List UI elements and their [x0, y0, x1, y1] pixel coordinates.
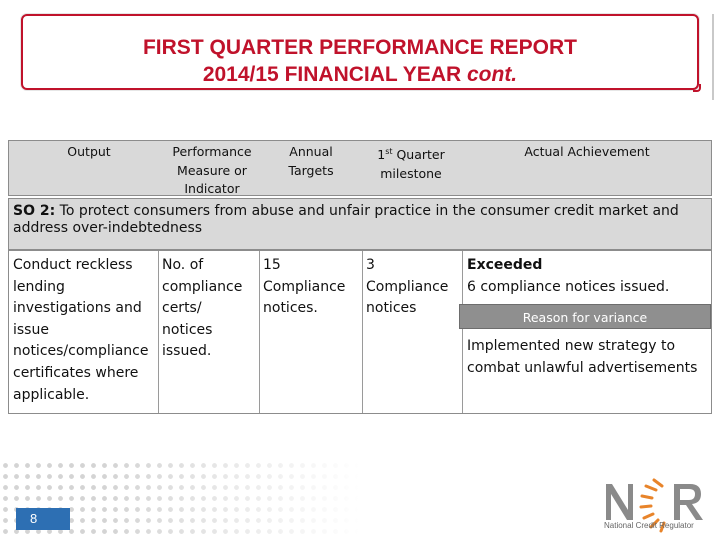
header-targets-line-1: Annual: [289, 144, 333, 159]
header-measure-line-3: Indicator: [184, 181, 240, 196]
title-line-1: FIRST QUARTER PERFORMANCE REPORT: [142, 36, 577, 59]
cell-output: Conduct reckless lending investigations …: [13, 255, 158, 406]
header-milestone-sup: st: [385, 147, 393, 156]
header-measure-line-2: Measure or: [177, 162, 247, 178]
cell-output-line: lending: [13, 278, 65, 295]
strategic-objective-code: SO 2:: [13, 203, 56, 219]
title-line-2: 2014/15 FINANCIAL YEAR cont.: [23, 63, 697, 87]
header-milestone-line-2: milestone: [380, 165, 442, 181]
table-row: Conduct reckless lending investigations …: [8, 250, 712, 414]
logo-n-letter: [606, 484, 633, 520]
cell-output-line: notices/compliance: [13, 343, 149, 360]
header-milestone-line-1: 1st Quarter: [365, 143, 457, 165]
achievement-status: Exceeded: [467, 257, 543, 273]
cell-output-line: certificates where: [13, 364, 139, 381]
cell-measure-line: certs/: [162, 300, 202, 317]
cell-milestone-line: Compliance: [366, 278, 449, 295]
column-divider: [362, 251, 363, 413]
title-line-2-main: 2014/15 FINANCIAL YEAR: [202, 63, 467, 86]
page-number: 8: [16, 508, 70, 530]
strategic-objective-text: SO 2: To protect consumers from abuse an…: [13, 203, 703, 237]
cell-measure-line: No. of: [162, 257, 204, 273]
cell-measure: No. of compliance certs/ notices issued.: [162, 255, 258, 363]
ncr-logo: [606, 478, 703, 533]
cell-milestone-line: notices: [366, 300, 417, 317]
title-line-2-italic: cont.: [466, 63, 518, 86]
cell-target-line: Compliance: [263, 278, 346, 295]
cell-target-line: notices.: [263, 300, 318, 317]
table-header-row: Output Performance Measure or Indicator …: [8, 140, 712, 196]
header-targets: Annual Targets: [271, 143, 351, 180]
header-achievement: Actual Achievement: [487, 143, 687, 162]
reason-text-line: Implemented new strategy to: [467, 338, 676, 354]
cell-achievement: Exceeded 6 compliance notices issued.: [467, 255, 711, 298]
cell-annual-target: 15 Compliance notices.: [263, 255, 361, 320]
strategic-objective-description: To protect consumers from abuse and unfa…: [13, 203, 679, 236]
column-divider: [462, 251, 463, 413]
cell-measure-line: notices: [162, 321, 213, 338]
logo-r-letter: [674, 484, 703, 520]
cell-output-line: investigations and: [13, 300, 142, 317]
reason-text-line: combat unlawful advertisements: [467, 359, 698, 376]
cell-measure-line: issued.: [162, 343, 212, 360]
column-divider: [259, 251, 260, 413]
cell-q1-milestone: 3 Compliance notices: [366, 255, 461, 320]
header-output: Output: [39, 143, 139, 162]
cell-target-line: 15: [263, 257, 281, 273]
performance-table: Output Performance Measure or Indicator …: [8, 140, 712, 414]
cell-output-line: Conduct reckless: [13, 257, 133, 273]
column-divider: [158, 251, 159, 413]
title-banner: FIRST QUARTER PERFORMANCE REPORT 2014/15…: [21, 14, 701, 92]
cell-output-line: issue: [13, 321, 49, 338]
header-output-label: Output: [67, 144, 111, 159]
header-achievement-label: Actual Achievement: [524, 144, 650, 159]
strategic-objective-row: SO 2: To protect consumers from abuse an…: [8, 198, 712, 250]
logo-c-rays: [639, 478, 666, 533]
header-milestone-num: 1: [377, 147, 386, 163]
header-milestone-rest: Quarter: [392, 147, 445, 163]
cell-output-line: applicable.: [13, 386, 90, 403]
header-measure-line-1: Performance: [172, 144, 252, 159]
header-milestone: 1st Quarter milestone: [365, 143, 457, 183]
cell-milestone-line: 3: [366, 257, 375, 273]
cell-measure-line: compliance: [162, 278, 243, 295]
header-measure: Performance Measure or Indicator: [157, 143, 267, 199]
logo-subtitle: National Credit Regulator: [604, 521, 694, 530]
decorative-side-line: [712, 14, 717, 100]
reason-for-variance-label: Reason for variance: [459, 304, 711, 329]
achievement-detail: 6 compliance notices issued.: [467, 278, 670, 295]
header-targets-line-2: Targets: [288, 162, 334, 178]
reason-for-variance-text: Implemented new strategy to combat unlaw…: [467, 336, 711, 379]
